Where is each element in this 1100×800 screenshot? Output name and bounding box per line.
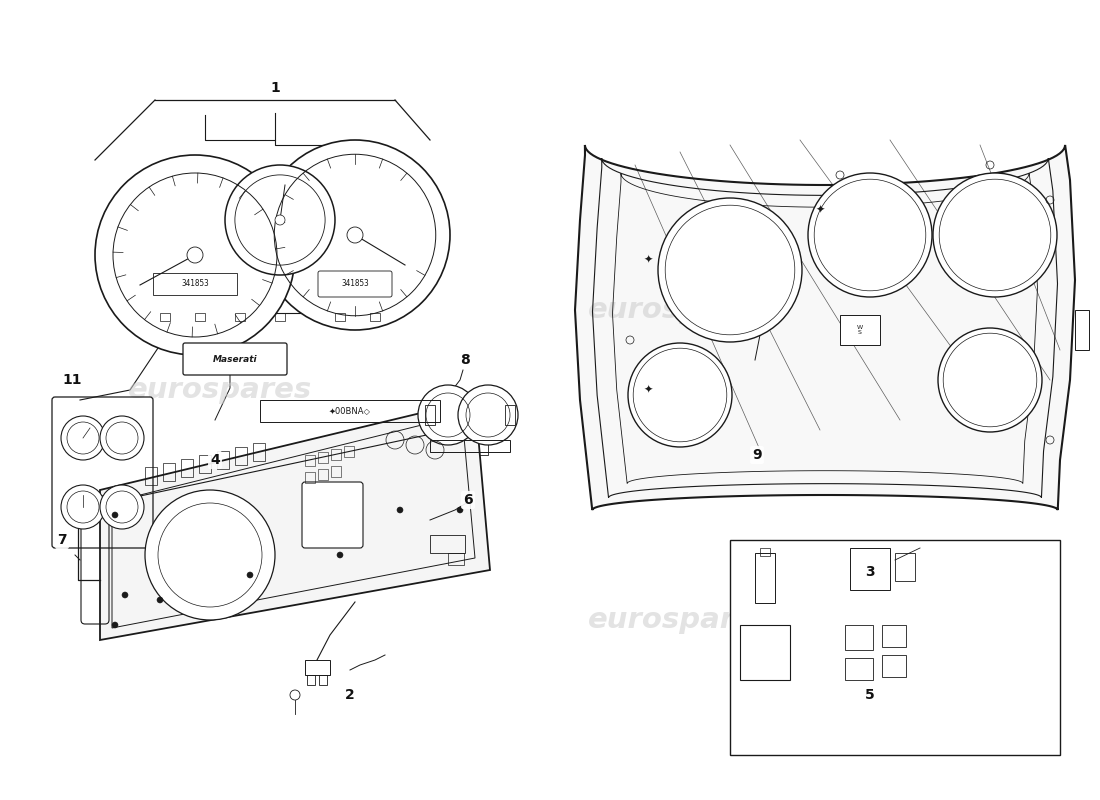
- Bar: [760, 548, 770, 556]
- Text: 6: 6: [463, 493, 473, 507]
- Bar: [275, 313, 285, 321]
- Circle shape: [275, 215, 285, 225]
- Bar: [430, 535, 465, 553]
- Circle shape: [346, 227, 363, 243]
- Bar: [840, 315, 880, 345]
- Circle shape: [337, 552, 343, 558]
- Circle shape: [458, 385, 518, 445]
- Bar: [163, 463, 175, 481]
- Bar: [305, 472, 315, 483]
- Text: ✦: ✦: [644, 385, 652, 395]
- Bar: [882, 655, 906, 677]
- Bar: [235, 313, 245, 321]
- Text: W
S: W S: [857, 325, 864, 335]
- Bar: [160, 313, 170, 321]
- Circle shape: [397, 507, 403, 513]
- Bar: [845, 658, 873, 680]
- Bar: [319, 675, 327, 685]
- Text: Maserati: Maserati: [212, 354, 257, 363]
- Bar: [199, 455, 211, 473]
- Circle shape: [122, 592, 128, 598]
- Ellipse shape: [808, 173, 932, 297]
- Bar: [305, 455, 315, 466]
- Bar: [217, 451, 229, 469]
- Bar: [430, 440, 510, 452]
- Bar: [331, 449, 341, 460]
- Text: 7: 7: [57, 533, 67, 547]
- Bar: [195, 313, 205, 321]
- Text: 341853: 341853: [341, 279, 368, 289]
- Circle shape: [145, 490, 275, 620]
- Text: 2: 2: [345, 688, 355, 702]
- Circle shape: [60, 485, 104, 529]
- Ellipse shape: [628, 343, 732, 447]
- Circle shape: [260, 140, 450, 330]
- Circle shape: [112, 622, 118, 628]
- FancyBboxPatch shape: [183, 343, 287, 375]
- Bar: [318, 469, 328, 480]
- Text: 8: 8: [460, 353, 470, 367]
- Text: 3: 3: [866, 565, 874, 579]
- Text: eurospares: eurospares: [587, 606, 772, 634]
- Circle shape: [187, 247, 204, 263]
- Bar: [448, 553, 464, 565]
- Text: ✦: ✦: [815, 205, 825, 215]
- FancyBboxPatch shape: [318, 271, 392, 297]
- Circle shape: [112, 512, 118, 518]
- Circle shape: [100, 416, 144, 460]
- Ellipse shape: [658, 198, 802, 342]
- Bar: [895, 553, 915, 581]
- Text: eurospares: eurospares: [587, 296, 772, 324]
- Text: 1: 1: [271, 81, 279, 95]
- Text: ✦: ✦: [644, 255, 652, 265]
- Bar: [344, 446, 354, 457]
- Polygon shape: [575, 145, 1075, 510]
- Circle shape: [418, 385, 478, 445]
- Ellipse shape: [938, 328, 1042, 432]
- Bar: [1075, 310, 1089, 350]
- Text: 9: 9: [752, 448, 762, 462]
- Text: ✦00BNA◇: ✦00BNA◇: [329, 406, 371, 415]
- Circle shape: [95, 155, 295, 355]
- Bar: [850, 548, 890, 590]
- Bar: [331, 466, 341, 477]
- Circle shape: [248, 572, 253, 578]
- Text: 4: 4: [210, 453, 220, 467]
- Bar: [730, 540, 1060, 755]
- Circle shape: [456, 507, 463, 513]
- Text: 11: 11: [63, 373, 81, 387]
- Polygon shape: [100, 400, 490, 640]
- Bar: [845, 625, 873, 650]
- Bar: [153, 273, 236, 295]
- Bar: [145, 467, 157, 485]
- Circle shape: [60, 416, 104, 460]
- Text: eurospares: eurospares: [128, 376, 312, 404]
- Bar: [370, 313, 379, 321]
- Bar: [336, 313, 345, 321]
- Text: 341853: 341853: [182, 279, 209, 289]
- FancyBboxPatch shape: [302, 482, 363, 548]
- Bar: [505, 405, 515, 425]
- Circle shape: [157, 597, 163, 603]
- Text: 5: 5: [865, 688, 874, 702]
- Circle shape: [100, 485, 144, 529]
- Bar: [235, 447, 248, 465]
- Bar: [307, 675, 315, 685]
- Circle shape: [226, 165, 336, 275]
- Bar: [425, 405, 435, 425]
- Bar: [182, 459, 192, 477]
- Bar: [260, 400, 440, 422]
- Ellipse shape: [933, 173, 1057, 297]
- Bar: [318, 452, 328, 463]
- Bar: [305, 660, 330, 675]
- Bar: [740, 625, 790, 680]
- Bar: [253, 443, 265, 461]
- Bar: [148, 295, 388, 313]
- Bar: [755, 553, 775, 603]
- Bar: [882, 625, 906, 647]
